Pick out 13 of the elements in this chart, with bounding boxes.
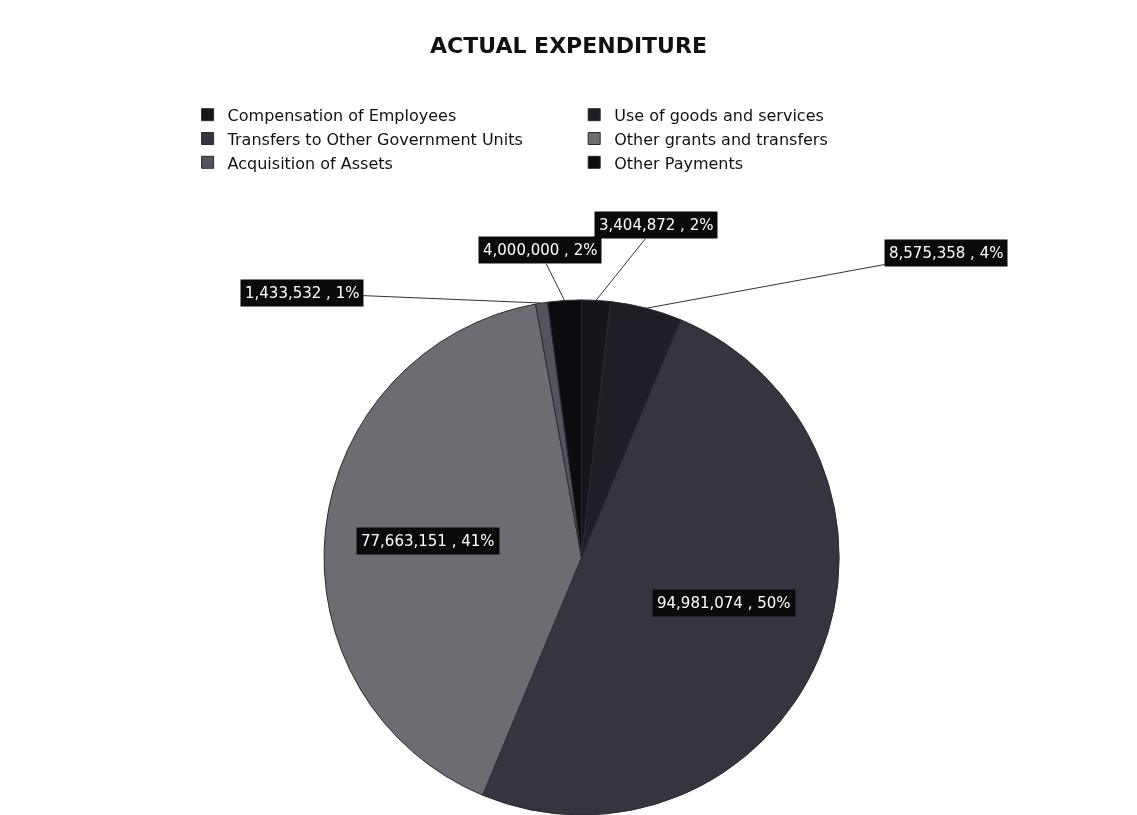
data-label: 77,663,151 , 41% (361, 532, 495, 550)
data-label: 8,575,358 , 4% (889, 244, 1004, 262)
legend-label: Other grants and transfers (614, 129, 828, 149)
data-label: 3,404,872 , 2% (599, 216, 714, 234)
data-label: 4,000,000 , 2% (483, 241, 598, 259)
data-label: 94,981,074 , 50% (657, 594, 791, 612)
legend-label: Other Payments (614, 153, 744, 173)
chart-title: ACTUAL EXPENDITURE (430, 32, 707, 58)
data-label: 1,433,532 , 1% (245, 284, 360, 302)
legend-label: Use of goods and services (614, 105, 824, 125)
legend-label: Transfers to Other Government Units (226, 129, 523, 149)
legend-label: Compensation of Employees (227, 105, 457, 125)
legend-label: Acquisition of Assets (227, 153, 393, 173)
